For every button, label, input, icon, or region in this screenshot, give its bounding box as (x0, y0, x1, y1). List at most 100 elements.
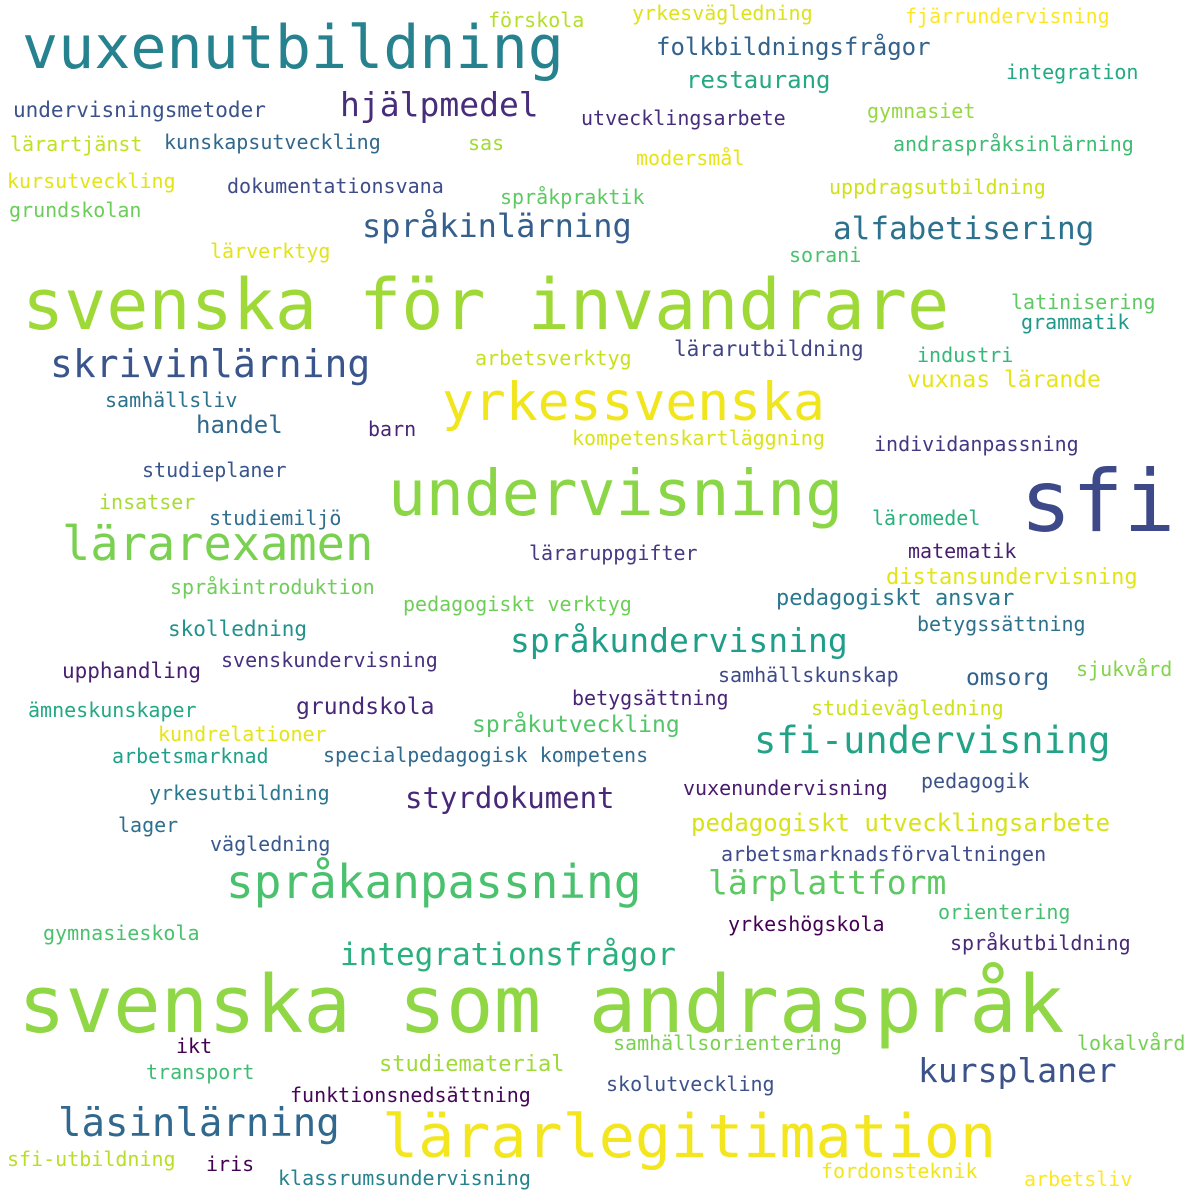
word-sprakinlarning: språkinlärning (362, 207, 632, 245)
word-lokalvard: lokalvård (1077, 1031, 1186, 1055)
word-larverktyg: lärverktyg (210, 239, 331, 263)
word-yrkessvenska: yrkessvenska (442, 372, 825, 433)
word-pedagogiskt-utvecklingsarbete: pedagogiskt utvecklingsarbete (691, 809, 1111, 837)
word-gymnasiet: gymnasiet (867, 99, 976, 123)
word-sfi: sfi (1020, 452, 1176, 552)
word-vagledning: vägledning (210, 832, 331, 856)
word-betygssattning: betygssättning (917, 612, 1086, 636)
word-svenskundervisning: svenskundervisning (221, 648, 438, 672)
word-hjalpmedel: hjälpmedel (340, 85, 539, 124)
word-skrivinlarning: skrivinlärning (50, 342, 371, 386)
word-sas: sas (468, 131, 505, 155)
word-specialpedagogisk-kompetens: specialpedagogisk kompetens (323, 743, 649, 767)
word-forskola: förskola (488, 8, 585, 32)
word-fjarrundervisning: fjärrundervisning (905, 4, 1110, 28)
word-uppdragsutbildning: uppdragsutbildning (829, 175, 1046, 199)
word-iris: iris (206, 1152, 255, 1176)
word-pedagogiskt-verktyg: pedagogiskt verktyg (403, 592, 632, 616)
word-andrasprakslnlarning: andraspråksinlärning (893, 132, 1134, 156)
word-fordonsteknik: fordonsteknik (821, 1159, 978, 1183)
word-samhallsorientering: samhällsorientering (613, 1031, 842, 1055)
word-folkbildningsfragor: folkbildningsfrågor (656, 33, 931, 61)
word-upphandling: upphandling (62, 659, 202, 683)
word-sorani: sorani (789, 243, 862, 267)
word-sprakanpassning: språkanpassning (226, 855, 642, 909)
word-utvecklingsarbete: utvecklingsarbete (581, 106, 786, 130)
word-grundskola: grundskola (296, 694, 435, 720)
word-kunskapsutveckling: kunskapsutveckling (164, 130, 381, 154)
word-arbetsmarknadsforvaltningen: arbetsmarknadsförvaltningen (721, 842, 1047, 866)
word-lararlegitimation: lärarlegitimation (382, 1102, 997, 1172)
word-sprakpraktik: språkpraktik (500, 185, 645, 209)
word-amneskunskaper: ämneskunskaper (28, 698, 197, 722)
word-individanpassning: individanpassning (874, 432, 1079, 456)
word-klassrumsundervisning: klassrumsundervisning (278, 1166, 531, 1190)
word-restaurang: restaurang (686, 66, 831, 94)
word-insatser: insatser (99, 490, 196, 514)
word-gymnasieskola: gymnasieskola (43, 921, 200, 945)
word-betygsattning: betygsättning (572, 686, 729, 710)
word-yrkesutbildning: yrkesutbildning (149, 781, 330, 805)
word-undervisning: undervisning (388, 457, 844, 530)
word-larplattform: lärplattform (708, 863, 947, 902)
word-kursplaner: kursplaner (918, 1051, 1117, 1090)
word-skolutveckling: skolutveckling (606, 1072, 775, 1096)
word-skolledning: skolledning (168, 617, 308, 641)
word-studiematerial: studiematerial (379, 1052, 565, 1077)
word-sfi-undervisning: sfi-undervisning (754, 719, 1111, 762)
word-arbetsmarknad: arbetsmarknad (112, 744, 269, 768)
word-laromedel: läromedel (872, 506, 981, 530)
word-lasinlarning: läsinlärning (58, 1101, 340, 1146)
word-latinisering: latinisering (1011, 290, 1156, 314)
word-kursutveckling: kursutveckling (7, 169, 176, 193)
word-sprakintroduktion: språkintroduktion (170, 575, 375, 599)
word-lararutbildning: lärarutbildning (674, 337, 864, 361)
word-lararexamen: lärarexamen (62, 517, 374, 572)
word-sprakutveckling: språkutveckling (472, 712, 680, 738)
word-styrdokument: styrdokument (405, 781, 615, 815)
word-matematik: matematik (908, 539, 1017, 563)
word-grundskolan: grundskolan (9, 198, 142, 222)
word-svenska-for-invandrare: svenska för invandrare (22, 264, 950, 346)
word-sjukvard: sjukvård (1076, 657, 1173, 681)
word-dokumentationsvana: dokumentationsvana (227, 174, 444, 198)
word-vuxnas-larande: vuxnas lärande (907, 367, 1101, 393)
word-svenska-som-andrasprak: svenska som andraspråk (18, 959, 1065, 1051)
word-omsorg: omsorg (966, 665, 1050, 691)
word-integration: integration (1006, 60, 1139, 84)
word-distansundervisning: distansundervisning (886, 565, 1138, 590)
word-kundrelationer: kundrelationer (158, 722, 327, 746)
word-alfabetisering: alfabetisering (833, 211, 1095, 247)
word-kompetenskartlaggning: kompetenskartläggning (572, 426, 825, 450)
word-integrationsfragor: integrationsfrågor (340, 937, 676, 973)
word-funktionsnedsattning: funktionsnedsättning (290, 1083, 531, 1107)
word-sprakundervisning: språkundervisning (510, 621, 848, 660)
word-yrkeshogskola: yrkeshögskola (728, 912, 885, 936)
word-modersmal: modersmål (636, 146, 745, 170)
word-studievagledning: studievägledning (811, 696, 1004, 720)
word-pedagogik: pedagogik (921, 769, 1030, 793)
word-barn: barn (368, 417, 417, 441)
word-industri: industri (917, 343, 1014, 367)
word-handel: handel (196, 411, 283, 439)
word-lager: lager (118, 813, 179, 837)
word-ikt: ikt (176, 1034, 213, 1058)
word-sfi-utbildning: sfi-utbildning (7, 1147, 176, 1171)
word-yrkesvagledning: yrkesvägledning (632, 1, 813, 25)
word-undervisningsmetoder: undervisningsmetoder (13, 98, 266, 122)
word-samhallskunskap: samhällskunskap (718, 663, 899, 687)
word-larartjanst: lärartjänst (10, 132, 143, 156)
word-arbetsverktyg: arbetsverktyg (475, 346, 632, 370)
word-studieplaner: studieplaner (142, 458, 287, 482)
word-vuxenundervisning: vuxenundervisning (683, 776, 888, 800)
word-sprakutbildning: språkutbildning (950, 931, 1131, 955)
word-arbetsliv: arbetsliv (1024, 1167, 1133, 1191)
word-lararuppgifter: läraruppgifter (529, 541, 698, 565)
word-orientering: orientering (938, 900, 1071, 924)
word-pedagogiskt-ansvar: pedagogiskt ansvar (776, 586, 1015, 611)
word-grammatik: grammatik (1021, 310, 1130, 334)
word-transport: transport (146, 1060, 255, 1084)
word-vuxenutbildning: vuxenutbildning (22, 13, 564, 83)
word-samhallsliv: samhällsliv (105, 388, 238, 412)
